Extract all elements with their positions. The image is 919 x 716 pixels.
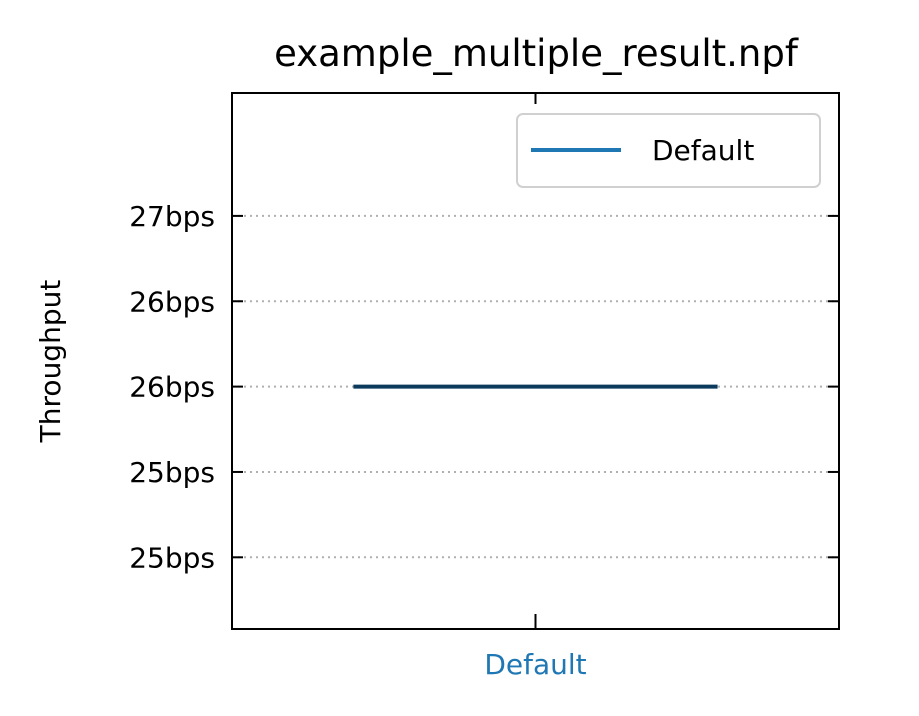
plot-area-frame — [231, 92, 840, 630]
y-tick-label: 27bps — [129, 200, 215, 233]
chart-title: example_multiple_result.npf — [274, 32, 799, 75]
y-tick-label: 25bps — [129, 541, 215, 574]
y-tick-label: 26bps — [129, 371, 215, 404]
y-axis-label: Throughput — [34, 280, 67, 444]
y-tick-label: 25bps — [129, 456, 215, 489]
legend-label-default: Default — [652, 134, 754, 167]
legend-box — [516, 113, 821, 188]
y-tick-label: 26bps — [129, 285, 215, 318]
x-tick-label: Default — [484, 648, 586, 681]
y-axis-ticks: 25bps 25bps 26bps 26bps 27bps — [129, 200, 839, 574]
x-axis-ticks: Default — [484, 93, 587, 681]
legend: Default — [516, 113, 821, 188]
grid-lines — [232, 214, 839, 559]
